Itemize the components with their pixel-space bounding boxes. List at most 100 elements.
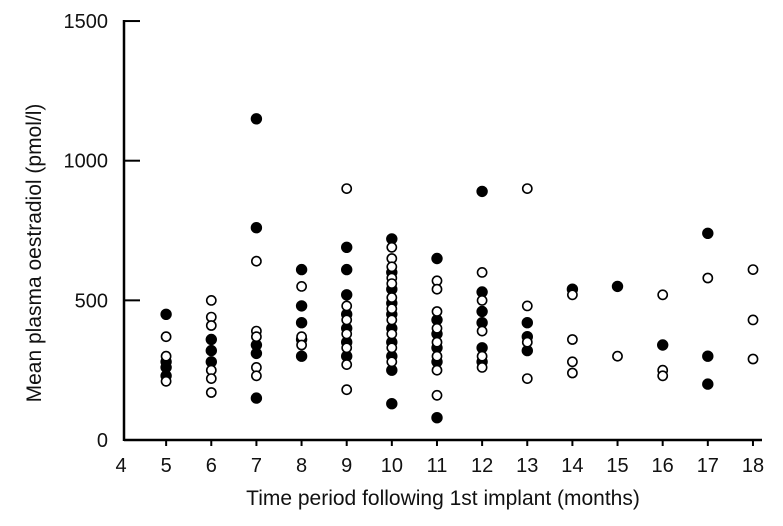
x-tick-label: 16 [652,455,674,477]
data-point-open [386,241,398,253]
data-point-open [386,292,398,303]
y-tick-label: 0 [97,430,108,452]
data-point-open [567,289,578,301]
data-point-open [250,331,262,343]
data-point-filled [250,347,263,360]
data-point-open [341,359,353,370]
data-point-filled [295,317,308,329]
data-point-open [341,300,353,312]
x-tick-label: 6 [206,455,217,477]
data-point-open [250,255,262,267]
data-point-filled [386,398,398,410]
data-point-open [250,370,262,382]
axes [122,20,762,442]
y-axis-title: Mean plasma oestradiol (pmol/l) [23,104,46,403]
data-point-filled [702,378,714,390]
data-point-open [341,183,353,194]
data-point-open [521,336,533,348]
data-point-open [521,300,533,312]
x-tick-label: 14 [561,455,583,477]
data-point-open [341,314,353,326]
data-point-open [205,294,217,306]
data-point-open [160,375,172,387]
data-point-open [747,314,759,326]
data-point-open [341,342,353,354]
data-point-filled [205,344,218,357]
data-point-filled [431,412,443,424]
data-point-open [431,350,443,362]
data-point-open [386,342,398,354]
data-point-open [431,389,443,401]
data-point-filled [431,252,443,265]
data-point-open [386,356,398,368]
data-point-filled [250,392,263,404]
data-point-filled [702,227,714,240]
data-point-open [476,350,488,362]
data-point-open [657,289,669,301]
data-point-filled [341,289,353,301]
data-point-filled [702,350,714,362]
data-point-open [296,339,307,351]
data-point-open [386,328,398,340]
x-tick-label: 13 [516,455,538,477]
data-point-filled [657,339,669,351]
data-point-open [386,278,398,289]
data-point-filled [521,317,533,329]
x-tick-label: 11 [427,455,448,477]
x-tick-label: 10 [381,455,403,477]
data-point-open [160,350,172,362]
data-point-filled [476,305,488,318]
x-tick-label: 5 [161,455,172,477]
x-tick-label: 7 [251,455,262,477]
x-tick-label: 9 [341,455,352,477]
data-point-filled [611,280,624,293]
data-point-open [386,314,398,326]
data-point-filled [250,222,263,234]
data-point-open [476,361,488,373]
data-point-open [341,384,353,396]
data-point-open [567,356,578,368]
data-point-open [431,336,443,348]
data-point-filled [205,333,218,346]
data-point-open [386,303,398,315]
data-point-open [521,183,533,194]
x-tick-label: 18 [742,455,764,477]
data-point-filled [160,308,172,320]
data-point-open [160,331,172,343]
data-point-filled [341,263,353,276]
data-point-open [476,266,488,278]
data-point-open [205,320,217,331]
data-point-filled [341,241,353,254]
data-point-filled [250,113,263,125]
y-tick-label: 1000 [64,151,109,173]
data-point-open [205,373,217,384]
data-point-open [341,328,353,340]
x-tick-label: 17 [697,455,719,477]
data-point-open [657,370,669,382]
data-point-open [386,261,398,273]
data-point-open [747,264,759,275]
y-tick-label: 1500 [64,11,109,33]
x-tick-label: 8 [296,455,307,477]
data-point-filled [295,300,308,312]
data-point-filled [295,263,308,276]
data-point-open [702,272,714,284]
x-tick-label: 4 [115,455,126,477]
x-tick-label: 15 [606,455,628,477]
data-point-open [567,367,578,379]
data-point-open [296,280,307,292]
y-ticks: 0 500 1000 1500 [64,11,140,452]
data-points [160,113,759,424]
data-point-open [431,306,443,317]
data-point-open [431,322,443,334]
data-point-open [747,353,759,365]
data-point-open [521,373,533,384]
data-point-open [567,334,578,345]
data-point-open [612,350,623,362]
data-point-open [431,364,443,376]
y-tick-label: 500 [75,290,108,312]
data-point-open [431,283,443,295]
data-point-open [476,294,488,306]
data-point-filled [476,185,488,198]
